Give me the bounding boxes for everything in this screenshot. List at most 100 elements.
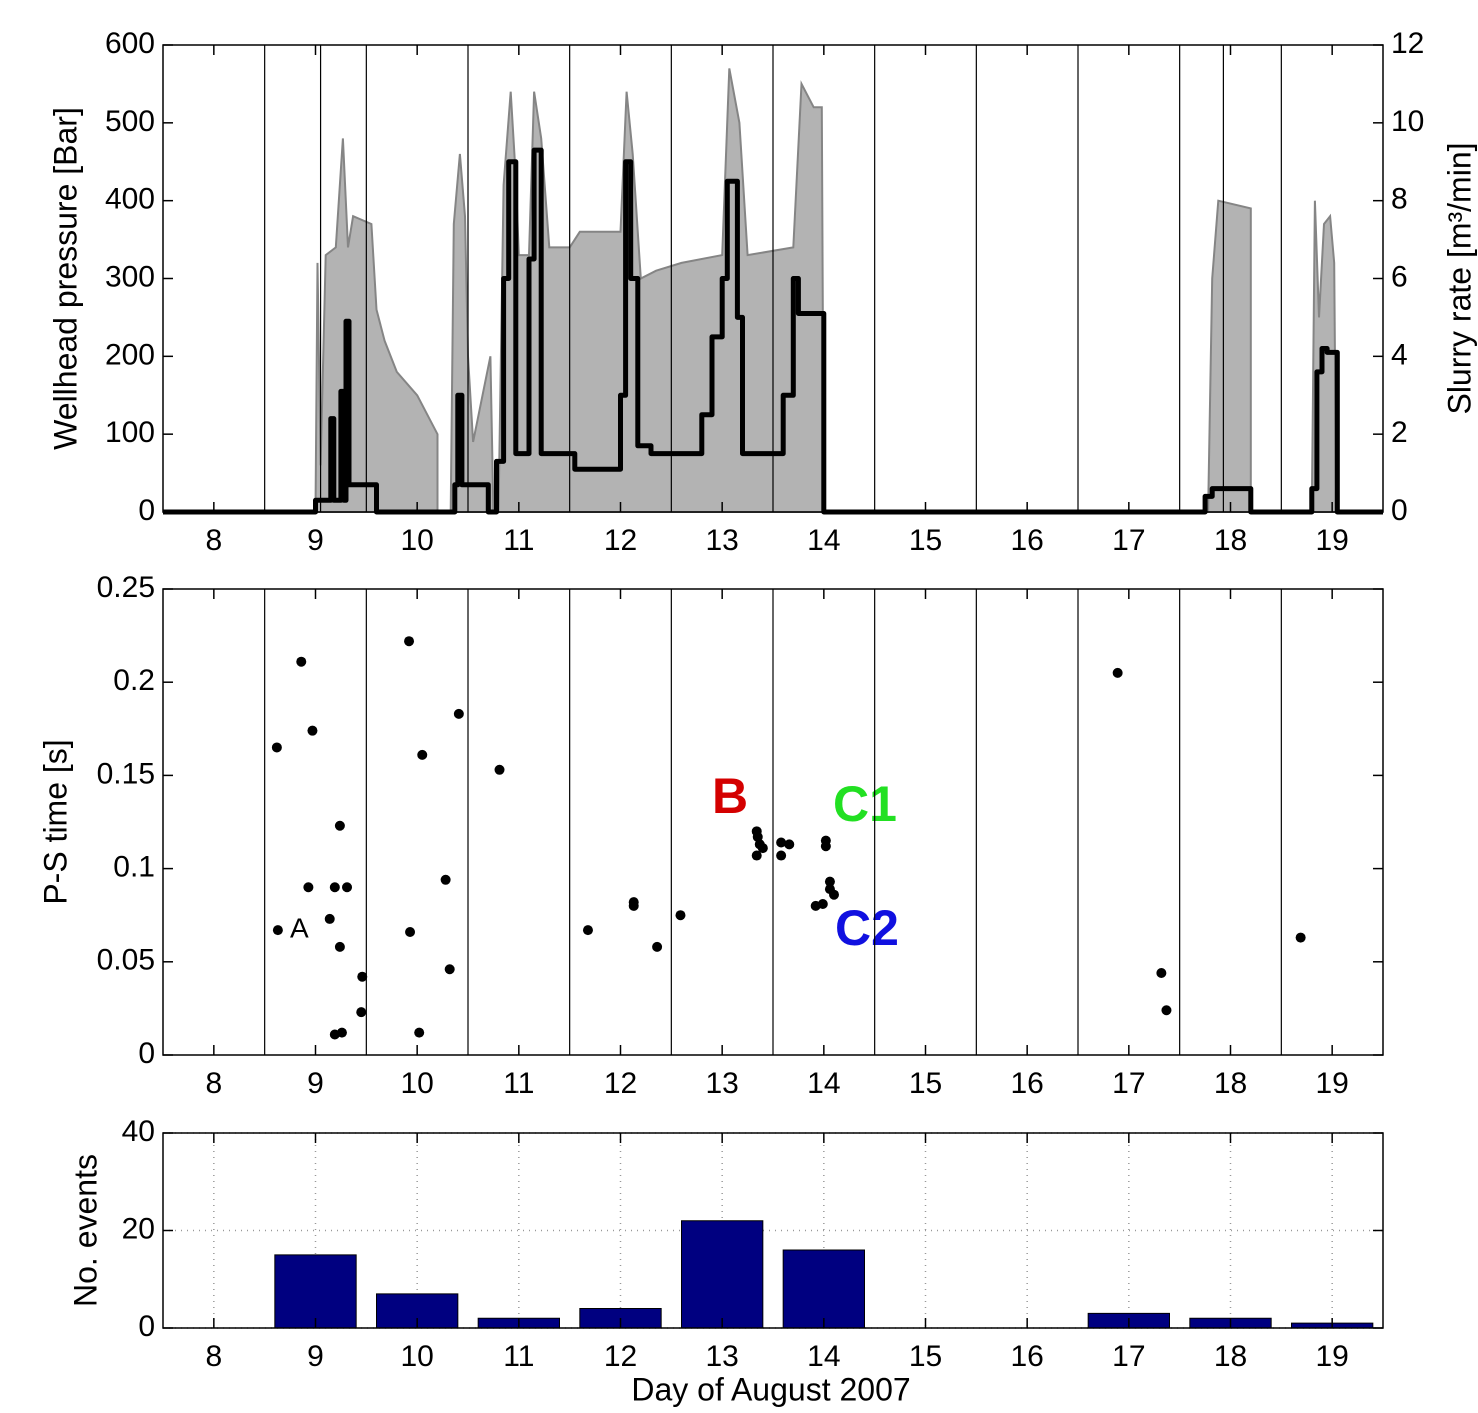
x-tick-label: 16 bbox=[1010, 1340, 1043, 1373]
point bbox=[824, 876, 835, 887]
x-tick-label: 15 bbox=[909, 524, 942, 557]
point bbox=[303, 882, 314, 893]
y-tick-label: 300 bbox=[105, 260, 155, 293]
point bbox=[342, 882, 353, 893]
x-tick-label: 11 bbox=[503, 1067, 534, 1100]
x-tick-label: 13 bbox=[705, 1067, 738, 1100]
y-tick-label: 0.15 bbox=[97, 757, 155, 790]
bar bbox=[681, 1220, 764, 1329]
bar bbox=[782, 1249, 866, 1329]
y-tick-label: 20 bbox=[122, 1212, 155, 1245]
x-tick-label: 19 bbox=[1315, 524, 1348, 557]
point bbox=[582, 925, 593, 936]
x-tick-label: 12 bbox=[604, 1340, 637, 1373]
point bbox=[444, 964, 455, 975]
y-tick-label: 40 bbox=[122, 1115, 155, 1148]
x-tick-label: 11 bbox=[503, 1340, 534, 1373]
point bbox=[334, 820, 345, 831]
y-tick-label: 0.25 bbox=[97, 571, 155, 604]
x-tick-label: 17 bbox=[1112, 1067, 1145, 1100]
y-tick-label: 500 bbox=[105, 105, 155, 138]
x-tick-label: 8 bbox=[205, 524, 222, 557]
point bbox=[1295, 932, 1306, 943]
y2-tick-label: 0 bbox=[1391, 494, 1408, 527]
y-tick-label: 0 bbox=[138, 1310, 155, 1343]
x-tick-label: 9 bbox=[307, 524, 324, 557]
point bbox=[817, 899, 828, 910]
point bbox=[307, 725, 318, 736]
point bbox=[751, 850, 762, 861]
x-tick-label: 19 bbox=[1315, 1067, 1348, 1100]
y-tick-label: 200 bbox=[105, 338, 155, 371]
y-axis-label: No. events bbox=[67, 1154, 103, 1307]
y2-tick-label: 8 bbox=[1391, 183, 1408, 216]
x-tick-label: 11 bbox=[503, 524, 534, 557]
point bbox=[334, 941, 345, 952]
point bbox=[329, 882, 340, 893]
point bbox=[272, 925, 283, 936]
point bbox=[652, 941, 663, 952]
y-axis-label: Wellhead pressure [Bar] bbox=[47, 107, 83, 450]
point bbox=[271, 742, 282, 753]
point bbox=[675, 910, 686, 921]
x-tick-label: 19 bbox=[1315, 1340, 1348, 1373]
point bbox=[1161, 1005, 1172, 1016]
x-tick-label: 16 bbox=[1010, 1067, 1043, 1100]
annotation: C1 bbox=[833, 776, 897, 832]
x-tick-label: 12 bbox=[604, 524, 637, 557]
point bbox=[628, 900, 639, 911]
point bbox=[829, 889, 839, 900]
y-tick-label: 0 bbox=[138, 494, 155, 527]
y-tick-label: 0 bbox=[138, 1037, 155, 1070]
rate-line bbox=[163, 147, 1383, 515]
point bbox=[784, 839, 795, 850]
x-tick-label: 18 bbox=[1214, 1067, 1247, 1100]
y-tick-label: 400 bbox=[105, 183, 155, 216]
point bbox=[440, 874, 451, 885]
point bbox=[417, 749, 428, 760]
point bbox=[1112, 667, 1123, 678]
x-tick-label: 9 bbox=[307, 1067, 324, 1100]
point bbox=[820, 841, 831, 852]
x-tick-label: 18 bbox=[1214, 1340, 1247, 1373]
point bbox=[414, 1027, 425, 1038]
point bbox=[494, 764, 505, 775]
y2-tick-label: 4 bbox=[1391, 338, 1408, 371]
y2-tick-label: 6 bbox=[1391, 260, 1408, 293]
y-tick-label: 0.2 bbox=[113, 664, 155, 697]
x-tick-label: 17 bbox=[1112, 1340, 1145, 1373]
y-axis-label: P-S time [s] bbox=[37, 739, 73, 904]
point bbox=[296, 656, 307, 667]
x-tick-label: 9 bbox=[307, 1340, 324, 1373]
point bbox=[776, 837, 787, 848]
point bbox=[356, 1007, 367, 1018]
y-tick-label: 0.05 bbox=[97, 944, 155, 977]
x-tick-label: 14 bbox=[807, 524, 840, 557]
point bbox=[754, 839, 765, 850]
x-tick-label: 15 bbox=[909, 1067, 942, 1100]
x-tick-label: 14 bbox=[807, 1067, 840, 1100]
y2-tick-label: 2 bbox=[1391, 416, 1408, 449]
x-tick-label: 10 bbox=[400, 1067, 433, 1100]
x-tick-label: 8 bbox=[205, 1067, 222, 1100]
y2-axis-label: Slurry rate [m³/min] bbox=[1441, 142, 1477, 414]
x-tick-label: 10 bbox=[400, 1340, 433, 1373]
point bbox=[1156, 967, 1167, 978]
x-tick-label: 13 bbox=[705, 524, 738, 557]
annotation: A bbox=[290, 912, 309, 943]
point bbox=[404, 636, 415, 647]
x-tick-label: 8 bbox=[205, 1340, 222, 1373]
y2-tick-label: 12 bbox=[1391, 27, 1424, 60]
point bbox=[405, 926, 416, 937]
x-tick-label: 14 bbox=[807, 1340, 840, 1373]
annotation: B bbox=[712, 768, 748, 824]
y-tick-label: 600 bbox=[105, 27, 155, 60]
point bbox=[357, 971, 368, 982]
x-tick-label: 12 bbox=[604, 1067, 637, 1100]
annotation: C2 bbox=[835, 900, 899, 956]
x-tick-label: 16 bbox=[1010, 524, 1043, 557]
axes-frame bbox=[162, 588, 1384, 1056]
y-tick-label: 0.1 bbox=[113, 851, 155, 884]
point bbox=[324, 913, 335, 924]
